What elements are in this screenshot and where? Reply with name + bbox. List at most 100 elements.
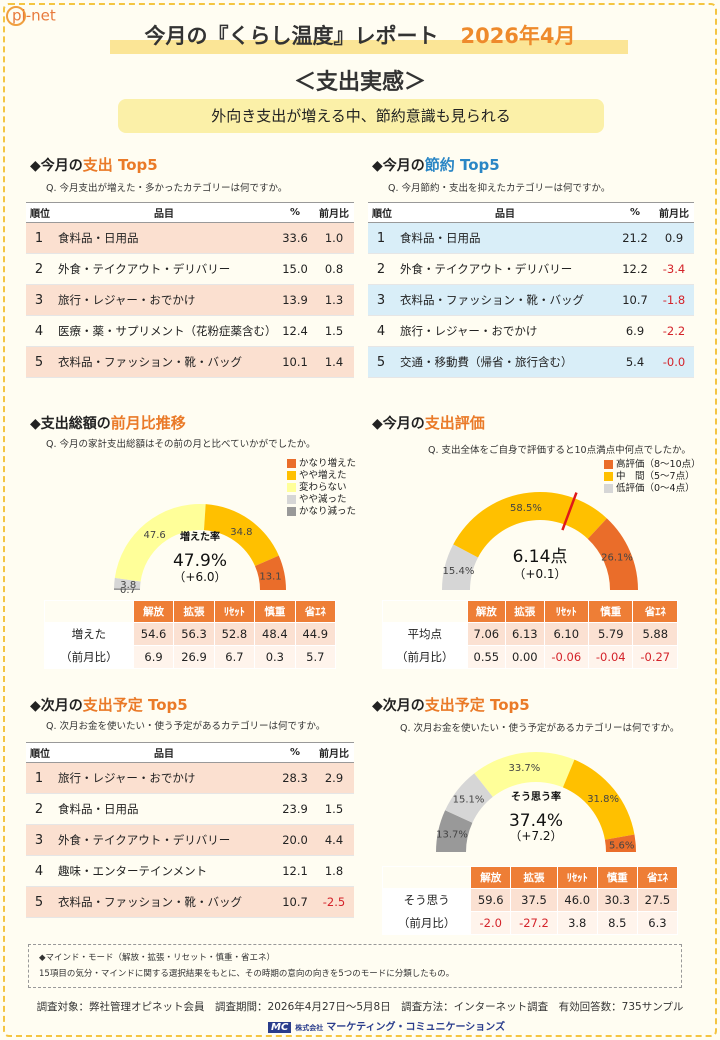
item-name: 外食・テイクアウト・デリバリー <box>394 253 616 285</box>
gauge-segment <box>436 810 473 852</box>
stat-value: 3.8 <box>556 911 598 935</box>
plan-title-pre: ◆次月の <box>30 698 83 714</box>
plan-top5-table: 順位 品目% 前月比 1 旅行・レジャー・おでかけ 28.3 2.9 2 食料品・日用品 23.… <box>26 742 354 918</box>
eval-stat-table: 解放 拡張 ﾘｾｯﾄ 慎重 省ｴﾈ 平均点 7.06 6.13 6.10 5.79 5.88 （前月比… <box>382 600 678 669</box>
mode-header: 拡張 <box>510 866 558 889</box>
blank-header <box>381 866 472 889</box>
eval-title-hl: 支出評価 <box>424 414 485 432</box>
percent-value: 15.0 <box>276 253 314 285</box>
table-row: （前月比） 6.9 26.9 6.7 0.3 5.7 <box>44 645 337 669</box>
table-row: 4 旅行・レジャー・おでかけ 6.9 -2.2 <box>368 315 694 347</box>
legend-label: かなり増えた <box>299 458 357 469</box>
eval-title: ◆今月の支出評価 <box>372 412 485 433</box>
item-name: 外食・テイクアウト・デリバリー <box>52 253 276 285</box>
item-name: 衣料品・ファッション・靴・バッグ <box>52 346 276 378</box>
legend-swatch <box>604 472 613 481</box>
legend-label: 高評価（8～10点） <box>616 459 701 470</box>
note-line2: 15項目の気分・マインドに関する選択結果をもとに、その時期の意向の向きを5つのモ… <box>39 969 455 979</box>
spend-title-hl: 支出 Top5 <box>82 156 158 174</box>
table-row: 2 外食・テイクアウト・デリバリー 15.0 0.8 <box>26 253 354 285</box>
segment-label: 5.6% <box>609 840 634 851</box>
diff-value: 1.4 <box>314 346 354 378</box>
diff-value: 2.9 <box>314 762 354 794</box>
item-name: 交通・移動費（帰省・旅行含む） <box>394 346 616 378</box>
header-rank: 順位 <box>26 742 52 763</box>
rank-number: 1 <box>368 222 394 254</box>
stat-value: 54.6 <box>132 622 175 646</box>
header-diff: 前月比 <box>314 202 354 223</box>
segment-label: 58.5% <box>510 503 542 514</box>
stat-value: 0.00 <box>505 645 545 669</box>
stat-value: 48.4 <box>254 622 296 646</box>
spend-title-pre: ◆今月の <box>30 158 83 174</box>
stat-value: 5.88 <box>632 622 678 646</box>
row-label: そう思う <box>381 888 472 912</box>
trend-legend: かなり増えた やや増えた 変わらない やや減った かなり減った <box>287 458 356 518</box>
segment-label: 13.7% <box>436 830 468 841</box>
plan-top5-title: ◆次月の支出予定 Top5 <box>30 694 188 715</box>
stat-value: 6.9 <box>132 645 175 669</box>
legend-swatch <box>287 507 296 516</box>
segment-label: 13.1 <box>259 571 281 582</box>
plan-question: Q. 次月お金を使いたい・使う予定があるカテゴリーは何ですか。 <box>46 721 326 732</box>
mode-header: 慎重 <box>587 600 634 623</box>
mode-header: 拡張 <box>173 600 215 623</box>
mode-header: 慎重 <box>254 600 296 623</box>
segment-label: 34.8 <box>230 527 252 538</box>
company-logo: MC 株式会社 マーケティング・コミュニケーションズ <box>268 1018 505 1033</box>
rank-number: 5 <box>26 886 52 918</box>
item-name: 衣料品・ファッション・靴・バッグ <box>52 886 276 918</box>
mode-header: 解放 <box>466 600 507 623</box>
trend-gauge-chart: 0.73.8 47.6 34.8 13.1 増えた率 47.9%（+6.0） <box>114 504 286 596</box>
item-name: 旅行・レジャー・おでかけ <box>52 762 276 794</box>
gauge-segment <box>562 759 635 840</box>
gauge-segment <box>203 504 279 566</box>
legend-item: 高評価（8～10点） <box>604 459 701 471</box>
headline-banner: 外向き支出が増える中、節約意識も見られる <box>118 99 604 133</box>
pinet-logo: pi-net <box>6 6 56 26</box>
trend-title-hl: 前月比推移 <box>110 414 186 432</box>
legend-label: やや増えた <box>299 470 347 481</box>
table-row: そう思う 59.6 37.5 46.0 30.3 27.5 <box>381 888 679 912</box>
page-title: 今月の『くらし温度』レポート 2026年4月 <box>0 20 720 50</box>
percent-value: 23.9 <box>276 793 314 825</box>
header-diff: 前月比 <box>314 742 354 763</box>
row-label: 平均点 <box>382 622 468 646</box>
diff-value: 4.4 <box>314 824 354 856</box>
stat-value: 26.9 <box>173 645 215 669</box>
table-row: 4 医療・薬・サプリメント（花粉症薬含む） 12.4 1.5 <box>26 315 354 347</box>
gauge-segment <box>114 504 206 582</box>
plan-gauge-title-pre: ◆次月の <box>372 698 425 714</box>
save-title-hl: 節約 Top5 <box>424 156 500 174</box>
percent-value: 28.3 <box>276 762 314 794</box>
diff-value: 1.3 <box>314 284 354 316</box>
stat-value: -0.27 <box>632 645 678 669</box>
stat-value: 6.7 <box>213 645 256 669</box>
gauge-segment <box>114 588 141 590</box>
save-top5-title: ◆今月の節約 Top5 <box>372 154 500 175</box>
blank-header <box>44 600 134 623</box>
stat-value: 27.5 <box>636 888 679 912</box>
center-sub: （+7.2） <box>509 829 562 843</box>
trend-title-pre: ◆支出総額の <box>30 416 111 432</box>
plan-gauge-question: Q. 次月お金を使いたい・使う予定があるカテゴリーは何ですか。 <box>400 723 680 734</box>
survey-footer: 調査対象：弊社管理オピネット会員 調査期間：2026年4月27日～5月8日 調査… <box>36 1001 684 1013</box>
save-title-pre: ◆今月の <box>372 158 425 174</box>
center-label: そう思う率 <box>511 790 561 803</box>
eval-question: Q. 支出全体をご自身で評価すると10点満点中何点でしたか。 <box>428 445 691 456</box>
stat-value: 5.79 <box>587 622 634 646</box>
table-row: （前月比） 0.55 0.00 -0.06 -0.04 -0.27 <box>382 645 678 669</box>
spend-top5-table: 順位 品目% 前月比 1 食料品・日用品 33.6 1.0 2 外食・テイクアウト・デリバリー… <box>26 202 354 378</box>
row-label: 増えた <box>44 622 134 646</box>
stat-value: 44.9 <box>294 622 337 646</box>
percent-value: 33.6 <box>276 222 314 254</box>
gauge-segment <box>254 555 286 590</box>
diff-value: -1.8 <box>654 284 694 316</box>
save-question: Q. 今月節約・支出を抑えたカテゴリーは何ですか。 <box>388 183 611 194</box>
gauge-segment <box>587 518 638 590</box>
stat-value: 37.5 <box>510 888 558 912</box>
stat-value: 59.6 <box>470 888 512 912</box>
header-diff: 前月比 <box>654 202 694 223</box>
center-label: 増えた率 <box>180 530 220 543</box>
legend-item: 低評価（0～4点） <box>604 483 701 495</box>
